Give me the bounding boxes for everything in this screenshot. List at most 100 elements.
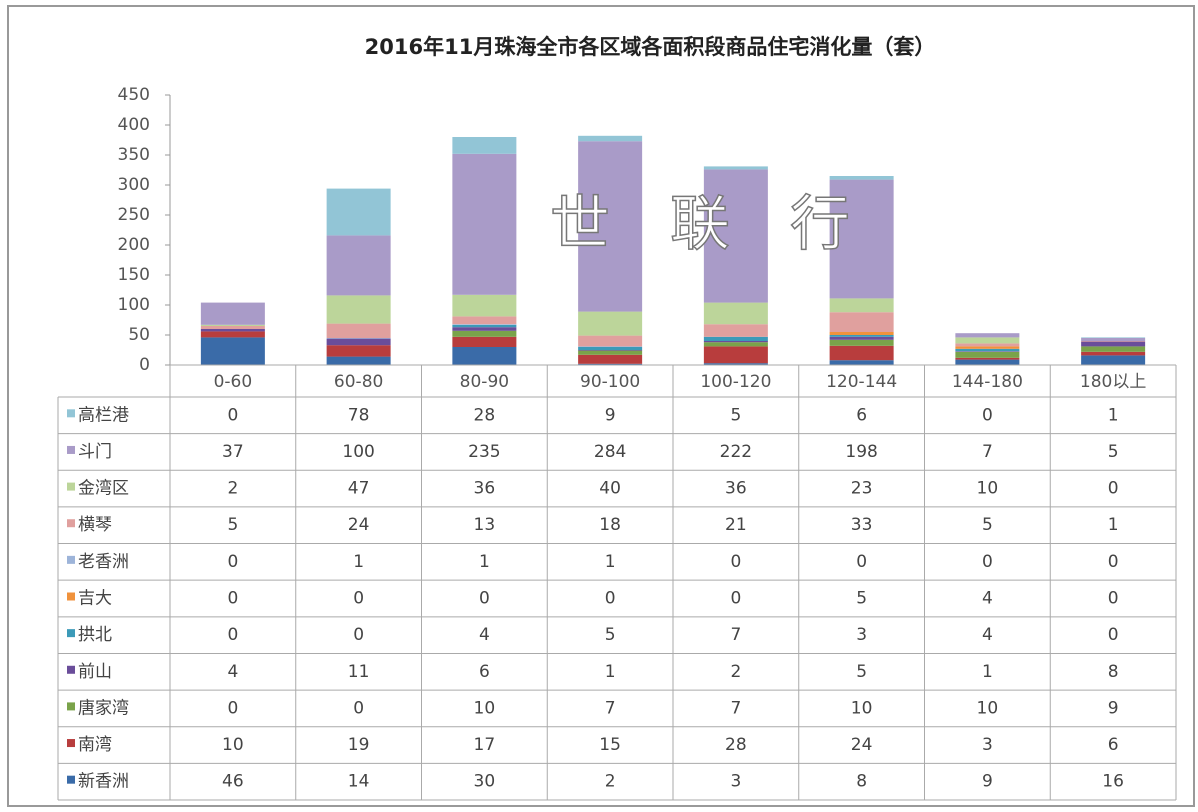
table-cell: 0 bbox=[227, 698, 238, 718]
bar-segment bbox=[578, 311, 643, 336]
bar-segment bbox=[1081, 341, 1146, 347]
legend-swatch bbox=[67, 482, 75, 491]
legend-label: 南湾 bbox=[78, 735, 112, 755]
table-cell: 4 bbox=[982, 625, 993, 645]
table-cell: 235 bbox=[468, 442, 500, 462]
legend-swatch bbox=[67, 775, 75, 784]
bar-segment bbox=[578, 346, 643, 347]
table-cell: 2 bbox=[730, 662, 741, 682]
legend-label: 斗门 bbox=[78, 442, 112, 462]
table-cell: 0 bbox=[1108, 625, 1119, 645]
legend-swatch bbox=[67, 629, 75, 638]
bar-segment bbox=[1081, 337, 1146, 338]
table-cell: 0 bbox=[982, 405, 993, 425]
bar-segment bbox=[452, 324, 517, 328]
bar-segment bbox=[829, 360, 894, 365]
bar-segment bbox=[703, 346, 768, 364]
y-tick-label: 150 bbox=[118, 265, 150, 285]
table-cell: 8 bbox=[856, 772, 867, 792]
table-cell: 100 bbox=[342, 442, 374, 462]
legend-swatch bbox=[67, 519, 75, 528]
table-cell: 5 bbox=[730, 405, 741, 425]
table-cell: 47 bbox=[348, 479, 370, 499]
legend-swatch bbox=[67, 739, 75, 748]
y-tick-label: 450 bbox=[118, 85, 150, 105]
legend-swatch bbox=[67, 665, 75, 674]
legend-swatch bbox=[67, 702, 75, 711]
bar-segment bbox=[326, 338, 391, 346]
bar-segment bbox=[955, 359, 1020, 365]
table-cell: 7 bbox=[730, 698, 741, 718]
bar-segment bbox=[200, 324, 265, 326]
bar-segment bbox=[452, 324, 517, 325]
table-cell: 11 bbox=[348, 662, 370, 682]
legend-swatch bbox=[67, 445, 75, 454]
table-cell: 10 bbox=[474, 698, 496, 718]
bar-segment bbox=[578, 363, 643, 365]
legend-label: 唐家湾 bbox=[78, 697, 129, 718]
table-cell: 23 bbox=[851, 479, 873, 499]
bar-segment bbox=[829, 335, 894, 337]
table-cell: 0 bbox=[982, 552, 993, 572]
bar-segment bbox=[452, 294, 517, 317]
x-tick-label: 60-80 bbox=[334, 372, 383, 392]
y-tick-label: 350 bbox=[118, 145, 150, 165]
y-tick-label: 300 bbox=[118, 175, 150, 195]
table-cell: 36 bbox=[474, 479, 496, 499]
bar-segment bbox=[200, 331, 265, 338]
table-cell: 5 bbox=[227, 515, 238, 535]
table-cell: 3 bbox=[856, 625, 867, 645]
bar-segment bbox=[703, 341, 768, 343]
table-cell: 2 bbox=[605, 772, 616, 792]
bar-segment bbox=[452, 330, 517, 337]
table-cell: 9 bbox=[982, 772, 993, 792]
table-cell: 17 bbox=[474, 735, 496, 755]
table-cell: 0 bbox=[353, 589, 364, 609]
x-tick-label: 144-180 bbox=[952, 372, 1023, 392]
table-cell: 0 bbox=[227, 405, 238, 425]
table-cell: 1 bbox=[479, 552, 490, 572]
bar-segment bbox=[200, 326, 265, 329]
table-cell: 4 bbox=[982, 589, 993, 609]
table-cell: 7 bbox=[605, 698, 616, 718]
table-cell: 0 bbox=[730, 552, 741, 572]
legend-label: 高栏港 bbox=[78, 405, 129, 425]
table-cell: 6 bbox=[856, 405, 867, 425]
table-cell: 198 bbox=[845, 442, 877, 462]
bar-segment bbox=[829, 176, 894, 180]
table-cell: 284 bbox=[594, 442, 626, 462]
bar-segment bbox=[955, 351, 1020, 352]
table-cell: 9 bbox=[1108, 698, 1119, 718]
table-cell: 2 bbox=[227, 479, 238, 499]
table-cell: 3 bbox=[730, 772, 741, 792]
bar-segment bbox=[326, 323, 391, 338]
bar-segment bbox=[703, 324, 768, 337]
table-cell: 4 bbox=[479, 625, 490, 645]
table-cell: 16 bbox=[1102, 772, 1124, 792]
bar-segment bbox=[200, 329, 265, 332]
bar-segment bbox=[578, 350, 643, 355]
table-cell: 0 bbox=[1108, 552, 1119, 572]
y-tick-label: 100 bbox=[118, 295, 150, 315]
table-cell: 1 bbox=[1108, 405, 1119, 425]
bar-segment bbox=[703, 166, 768, 170]
legend-label: 吉大 bbox=[78, 589, 112, 609]
table-cell: 0 bbox=[353, 698, 364, 718]
table-cell: 10 bbox=[222, 735, 244, 755]
table-cell: 30 bbox=[474, 772, 496, 792]
table-cell: 1 bbox=[605, 662, 616, 682]
table-cell: 5 bbox=[982, 515, 993, 535]
legend-swatch bbox=[67, 592, 75, 601]
legend-label: 金湾区 bbox=[78, 479, 129, 499]
chart-title: 2016年11月珠海全市各区域各面积段商品住宅消化量（套） bbox=[365, 35, 936, 59]
frame bbox=[7, 5, 1195, 807]
watermark: 世 联 行 bbox=[550, 190, 850, 260]
bar-segment bbox=[1081, 338, 1146, 341]
table-cell: 10 bbox=[977, 698, 999, 718]
table-cell: 78 bbox=[348, 405, 370, 425]
table-cell: 0 bbox=[479, 589, 490, 609]
table-cell: 4 bbox=[227, 662, 238, 682]
bar-segment bbox=[703, 342, 768, 347]
table-cell: 24 bbox=[851, 735, 873, 755]
y-tick-label: 50 bbox=[128, 325, 150, 345]
